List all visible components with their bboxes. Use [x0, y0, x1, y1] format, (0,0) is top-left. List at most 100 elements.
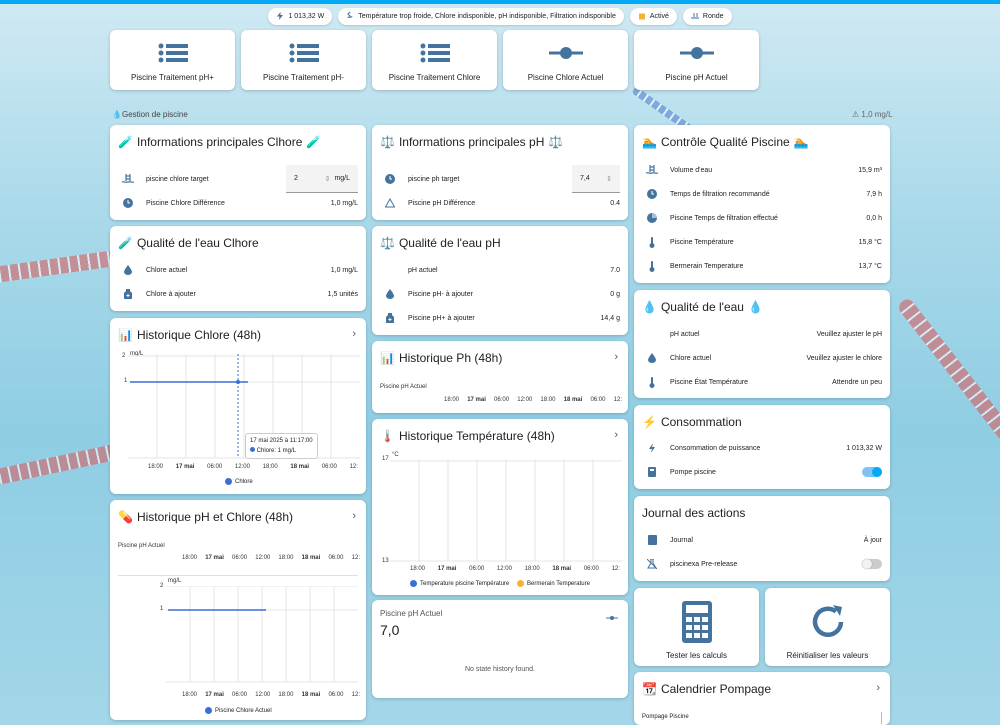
chlore-target-input[interactable]: 2 ⇕ mg/L	[286, 165, 358, 193]
card-history-ph-chlore[interactable]: 💊 Historique pH et Chlore (48h) › Piscine…	[110, 500, 366, 720]
row-ph-actuel: pH actuel 7.0	[408, 266, 620, 274]
card-title: 🌡️ Historique Température (48h)	[380, 429, 555, 443]
flash-icon	[642, 443, 662, 453]
card-ph-current[interactable]: Piscine pH Actuel 7,0 No state history f…	[372, 600, 628, 698]
card-history-temperature[interactable]: 🌡️ Historique Température (48h) › °C 17 1…	[372, 419, 628, 595]
bottle-icon	[118, 289, 138, 299]
card-title: 💊 Historique pH et Chlore (48h)	[118, 510, 294, 524]
button-treatment-ph-minus[interactable]: Piscine Traitement pH-	[241, 30, 366, 90]
triangle-icon	[380, 198, 400, 208]
card-title: ⚖️ Informations principales pH ⚖️	[380, 135, 564, 149]
refresh-icon	[812, 605, 843, 637]
row-pump: Pompe piscine	[642, 462, 882, 482]
x-ticks-ph: 18:00 17 mai 06:00 12:00 18:00 18 mai 06:00 12:	[182, 555, 360, 561]
button-ph-actuel[interactable]: Piscine pH Actuel	[634, 30, 759, 90]
button-chlore-actuel[interactable]: Piscine Chlore Actuel	[503, 30, 628, 90]
card-title: 📊 Historique Chlore (48h)	[118, 328, 262, 342]
prerelease-toggle[interactable]	[862, 559, 882, 569]
clock-icon	[642, 189, 662, 199]
card-journal: Journal des actions Journal À jour piscin…	[634, 496, 890, 581]
scale-icon: ⚖️	[548, 135, 564, 149]
pump-toggle[interactable]	[862, 467, 882, 477]
row-power: Consommation de puissance 1 013,32 W	[642, 438, 882, 458]
y-tick: 1	[124, 378, 128, 384]
y-unit: mg/L	[130, 351, 144, 357]
round-chip[interactable]: Ronde	[682, 8, 732, 25]
alert-chip[interactable]: Température trop froide, Chlore indispon…	[338, 8, 624, 25]
chevron-right-icon[interactable]: ›	[352, 510, 356, 522]
water-drop-icon: 💧	[112, 110, 122, 119]
section-title: 💧Gestion de piscine	[112, 110, 188, 119]
entity-label: Piscine pH Actuel	[380, 609, 443, 618]
test-tube-icon: 🧪	[306, 135, 322, 149]
card-title: ⚡ Consommation	[642, 415, 742, 429]
timer-icon	[642, 213, 662, 223]
row-journal: Journal À jour	[642, 530, 882, 550]
slider-icon	[606, 608, 618, 626]
chevron-right-icon[interactable]: ›	[352, 328, 356, 340]
chlore-chart	[128, 354, 360, 459]
water-icon	[642, 353, 662, 363]
thermometer-icon: 🌡️	[380, 429, 395, 443]
row-chlore-actuel: Chlore actuel 1,0 mg/L	[118, 260, 358, 280]
power-chip[interactable]: 1 013,32 W	[268, 8, 333, 25]
legend-bermerain-temperature[interactable]: Bermerain Temperature	[517, 580, 590, 587]
lightning-icon: ⚡	[642, 415, 657, 429]
section-right-value: ⚠ 1,0 mg/L	[852, 110, 893, 119]
card-title: 🏊 Contrôle Qualité Piscine 🏊	[642, 135, 809, 149]
chevron-right-icon[interactable]: ›	[614, 351, 618, 363]
card-chlore-info: 🧪 Informations principales Clhore 🧪 piscin…	[110, 125, 366, 220]
slider-icon	[548, 47, 583, 59]
ph-target-input[interactable]: 7,4 ⇕	[572, 165, 620, 193]
y-tick: 13	[382, 558, 389, 564]
stepper-icon[interactable]: ⇕	[606, 175, 612, 183]
calendar-event[interactable]: Pompage Piscine	[642, 714, 689, 720]
y-tick: 2	[122, 353, 126, 359]
clock-icon	[118, 198, 138, 208]
chart-icon: 📊	[118, 328, 133, 342]
card-title: 🧪 Qualité de l'eau Clhore	[118, 236, 259, 250]
clock-icon	[380, 174, 400, 184]
thermometer-icon	[642, 376, 662, 388]
row-chlore-to-add: Chlore à ajouter 1,5 unités	[118, 284, 358, 304]
x-ticks: 18:00 17 mai 06:00 12:00 18:00 18 mai 06:00 12:	[148, 464, 358, 470]
book-icon	[642, 535, 662, 545]
row-bermerain-temperature: Bermerain Temperature 13,7 °C	[642, 256, 882, 276]
legend-pool-temperature[interactable]: Temperature piscine Température	[410, 580, 509, 587]
y-tick: 1	[160, 606, 164, 612]
card-quality-control: 🏊 Contrôle Qualité Piscine 🏊 Volume d'eau 1…	[634, 125, 890, 283]
row-chlore-diff: Piscine Chlore Différence 1,0 mg/L	[118, 193, 358, 213]
test-calculations-button[interactable]: Tester les calculs	[634, 588, 759, 666]
chevron-right-icon[interactable]: ›	[614, 429, 618, 441]
y-tick: 2	[160, 583, 164, 589]
test-tube-icon: 🧪	[118, 236, 133, 250]
chevron-right-icon[interactable]: ›	[876, 682, 880, 694]
scale-icon: ⚖️	[380, 135, 395, 149]
calculator-icon	[681, 601, 712, 643]
card-history-chlore[interactable]: 📊 Historique Chlore (48h) › mg/L 2 1 17 m…	[110, 318, 366, 494]
pump-icon	[642, 467, 662, 477]
thermometer-icon	[642, 260, 662, 272]
flash-icon	[276, 11, 284, 22]
reset-values-button[interactable]: Réinitialiser les valeurs	[765, 588, 890, 666]
list-icon	[158, 43, 188, 63]
card-consumption: ⚡ Consommation Consommation de puissance 1…	[634, 405, 890, 489]
water-icon	[380, 289, 400, 299]
button-treatment-chlore[interactable]: Piscine Traitement Chlore	[372, 30, 497, 90]
card-history-ph[interactable]: 📊 Historique Ph (48h) › Piscine pH Actuel…	[372, 341, 628, 413]
stepper-icon[interactable]: ⇕	[324, 175, 331, 183]
row-ph-plus-to-add: Piscine pH+ à ajouter 14,4 g	[380, 308, 620, 328]
x-ticks: 18:00 17 mai 06:00 12:00 18:00 18 mai 06:00 12:	[444, 397, 622, 403]
bottle-icon	[380, 313, 400, 323]
button-treatment-ph-plus[interactable]: Piscine Traitement pH+	[110, 30, 235, 90]
swimmer-icon: 🏊	[642, 135, 657, 149]
water-drop-icon: 💧	[642, 300, 657, 314]
activated-chip[interactable]: Activé	[629, 8, 677, 25]
thermometer-icon	[642, 236, 662, 248]
card-calendar[interactable]: 📆 Calendrier Pompage › Pompage Piscine	[634, 672, 890, 725]
legend-chlore[interactable]: Chlore	[225, 478, 253, 485]
row-filtration-recommended: Temps de filtration recommandé 7,9 h	[642, 184, 882, 204]
card-title: ⚖️ Qualité de l'eau pH	[380, 236, 501, 250]
legend-chlore-actuel[interactable]: Piscine Chlore Actuel	[205, 707, 272, 714]
empty-history-message: No state history found.	[464, 666, 536, 673]
